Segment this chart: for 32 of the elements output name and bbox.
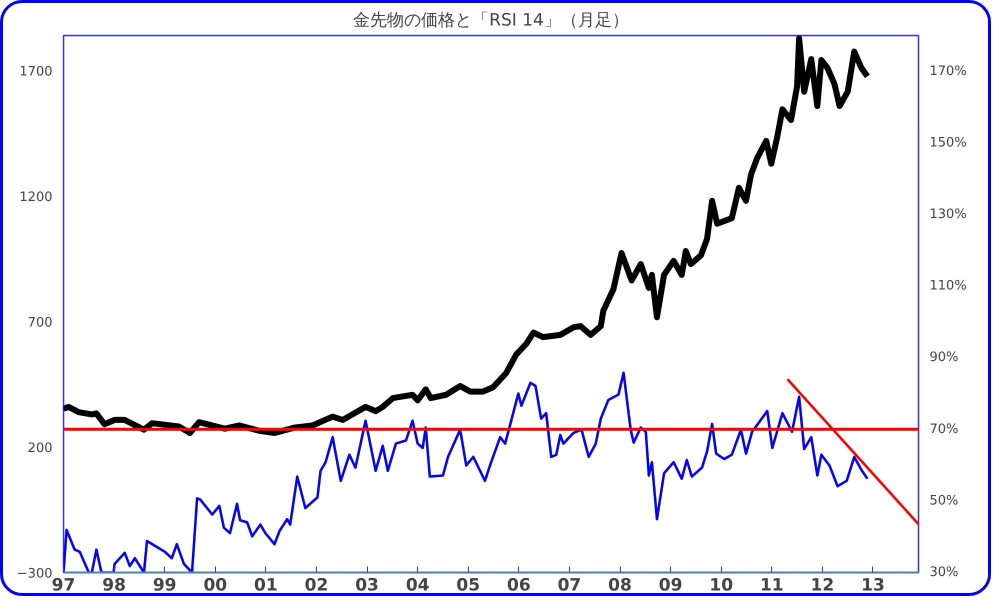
x-tick-label: 03 (355, 576, 379, 596)
y2-tick-label: 90% (930, 350, 958, 366)
x-tick-label: 13 (861, 576, 885, 596)
y2-tick-label: 30% (930, 565, 958, 580)
x-tick-label: 04 (406, 576, 430, 596)
y2-tick-label: 170% (930, 64, 967, 79)
y-tick-label: −300 (16, 566, 53, 582)
y-tick-label: 1700 (19, 64, 53, 80)
x-tick-label: 98 (102, 576, 126, 596)
y2-tick-label: 150% (930, 135, 967, 150)
x-tick-label: 10 (709, 576, 734, 596)
y2-tick-label: 70% (930, 422, 958, 437)
y-tick-label: 700 (28, 316, 53, 331)
x-tick-label: 11 (760, 576, 784, 596)
x-tick-label: 02 (304, 576, 328, 596)
x-tick-label: 12 (810, 576, 834, 596)
y2-tick-label: 110% (930, 278, 967, 294)
x-tick-label: 97 (52, 576, 76, 596)
x-tick-label: 01 (254, 576, 278, 596)
y2-tick-label: 50% (930, 493, 958, 508)
chart-title: 金先物の価格と「RSI 14」（月足） (353, 10, 629, 30)
x-tick-label: 00 (203, 576, 228, 596)
line-series (64, 371, 869, 572)
x-tick-label: 06 (506, 576, 531, 596)
x-tick-label: 08 (608, 576, 632, 596)
x-tick-label: 09 (658, 576, 682, 596)
y-tick-label: 200 (28, 441, 53, 456)
x-tick-label: 05 (456, 576, 480, 596)
x-tick-label: 99 (152, 576, 177, 596)
y-tick-label: 1200 (19, 190, 53, 206)
y2-tick-label: 130% (930, 207, 967, 222)
x-tick-label: 07 (558, 576, 582, 596)
